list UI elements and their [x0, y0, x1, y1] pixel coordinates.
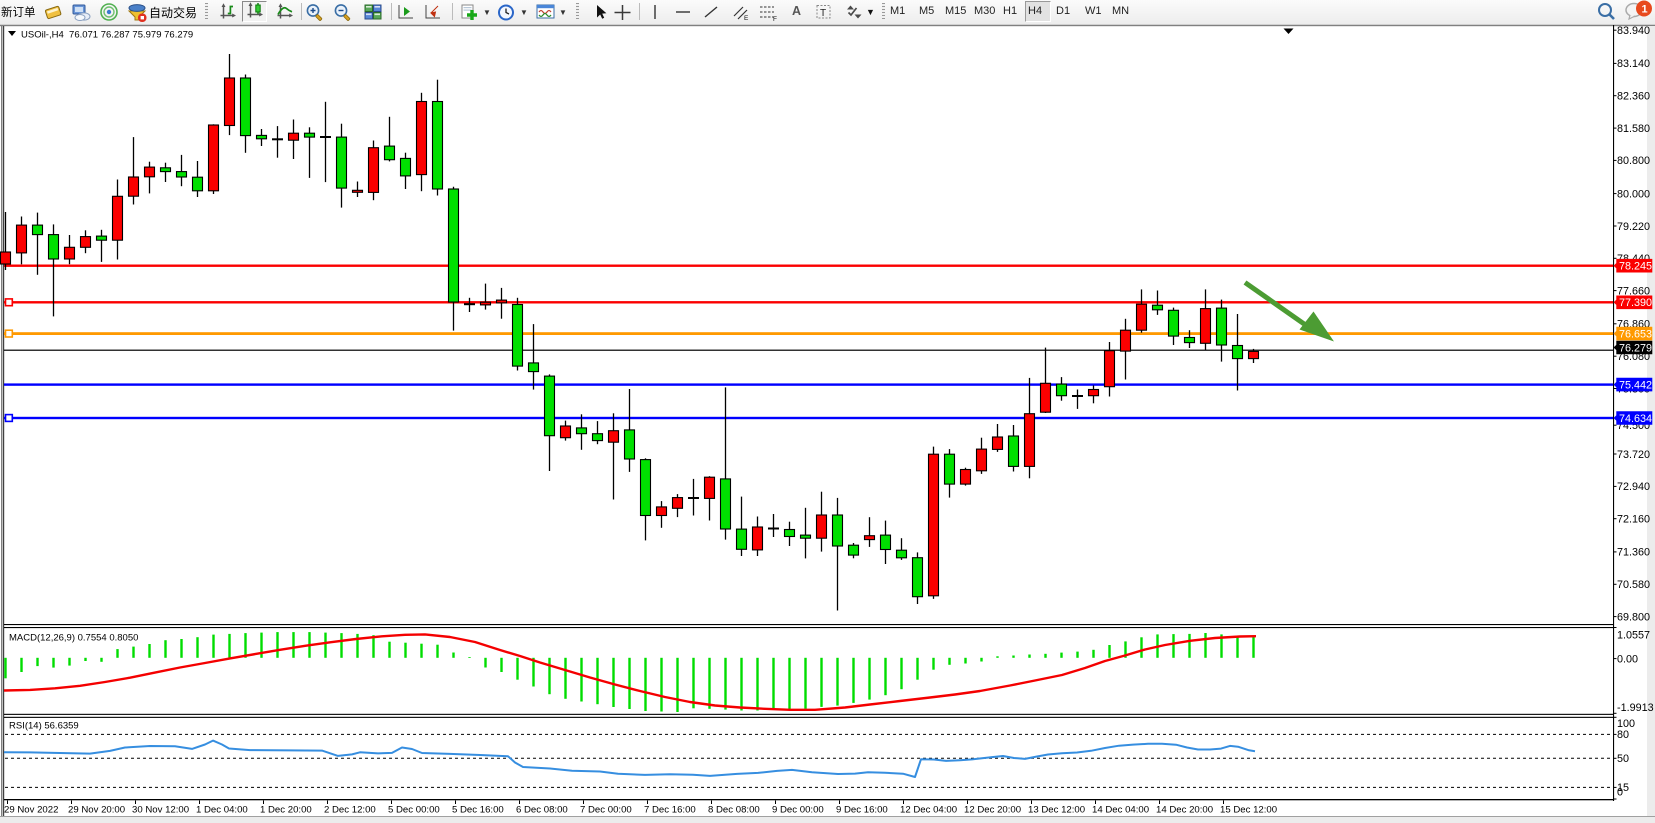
svg-text:13 Dec 12:00: 13 Dec 12:00: [1028, 805, 1085, 816]
svg-text:0: 0: [1617, 786, 1623, 798]
svg-text:83.140: 83.140: [1617, 58, 1650, 70]
svg-text:12 Dec 04:00: 12 Dec 04:00: [900, 805, 957, 816]
svg-text:29 Nov 2022: 29 Nov 2022: [4, 805, 58, 816]
svg-text:72.160: 72.160: [1617, 514, 1650, 526]
svg-text:76.279: 76.279: [1619, 342, 1652, 354]
svg-text:80: 80: [1617, 729, 1629, 741]
svg-text:0.00: 0.00: [1617, 653, 1638, 665]
svg-text:E: E: [744, 15, 749, 22]
svg-text:5 Dec 16:00: 5 Dec 16:00: [452, 805, 504, 816]
svg-text:50: 50: [1617, 753, 1629, 765]
svg-text:74.634: 74.634: [1619, 413, 1652, 425]
svg-text:77.660: 77.660: [1617, 285, 1650, 297]
svg-text:77.390: 77.390: [1619, 297, 1652, 309]
svg-text:76.653: 76.653: [1619, 329, 1652, 341]
svg-text:79.220: 79.220: [1617, 221, 1650, 233]
svg-text:12 Dec 20:00: 12 Dec 20:00: [964, 805, 1021, 816]
svg-text:1: 1: [1642, 4, 1648, 16]
svg-text:71.360: 71.360: [1617, 547, 1650, 559]
svg-text:69.800: 69.800: [1617, 611, 1650, 623]
svg-text:15: 15: [1617, 782, 1629, 794]
svg-text:15 Dec 12:00: 15 Dec 12:00: [1220, 805, 1277, 816]
svg-text:80.800: 80.800: [1617, 155, 1650, 167]
svg-text:78.245: 78.245: [1619, 261, 1652, 273]
svg-text:1 Dec 04:00: 1 Dec 04:00: [196, 805, 248, 816]
svg-text:83.940: 83.940: [1617, 25, 1650, 37]
svg-text:82.360: 82.360: [1617, 91, 1650, 103]
svg-text:72.940: 72.940: [1617, 481, 1650, 493]
svg-text:2 Dec 12:00: 2 Dec 12:00: [324, 805, 376, 816]
svg-text:81.580: 81.580: [1617, 123, 1650, 135]
svg-text:29 Nov 20:00: 29 Nov 20:00: [68, 805, 125, 816]
svg-text:-1.9913: -1.9913: [1617, 702, 1654, 714]
svg-text:30 Nov 12:00: 30 Nov 12:00: [132, 805, 189, 816]
svg-text:70.580: 70.580: [1617, 579, 1650, 591]
svg-text:8 Dec 08:00: 8 Dec 08:00: [708, 805, 760, 816]
svg-text:5 Dec 00:00: 5 Dec 00:00: [388, 805, 440, 816]
svg-text:1 Dec 20:00: 1 Dec 20:00: [260, 805, 312, 816]
svg-text:MACD(12,26,9) 0.7554 0.8050: MACD(12,26,9) 0.7554 0.8050: [9, 633, 138, 644]
svg-text:9 Dec 16:00: 9 Dec 16:00: [836, 805, 888, 816]
svg-text:75.442: 75.442: [1619, 380, 1652, 392]
svg-text:T: T: [820, 8, 826, 19]
svg-text:7 Dec 00:00: 7 Dec 00:00: [580, 805, 632, 816]
svg-text:1.0557: 1.0557: [1617, 629, 1650, 641]
svg-text:7 Dec 16:00: 7 Dec 16:00: [644, 805, 696, 816]
svg-text:RSI(14) 56.6359: RSI(14) 56.6359: [9, 721, 79, 732]
svg-text:14 Dec 20:00: 14 Dec 20:00: [1156, 805, 1213, 816]
svg-text:73.720: 73.720: [1617, 449, 1650, 461]
svg-text:F: F: [773, 16, 777, 22]
svg-text:USOil-,H4 76.071 76.287 75.97: USOil-,H4 76.071 76.287 75.979 76.279: [21, 30, 193, 41]
svg-text:14 Dec 04:00: 14 Dec 04:00: [1092, 805, 1149, 816]
svg-text:6 Dec 08:00: 6 Dec 08:00: [516, 805, 568, 816]
svg-text:9 Dec 00:00: 9 Dec 00:00: [772, 805, 824, 816]
svg-text:80.000: 80.000: [1617, 188, 1650, 200]
svg-text:100: 100: [1617, 718, 1635, 730]
